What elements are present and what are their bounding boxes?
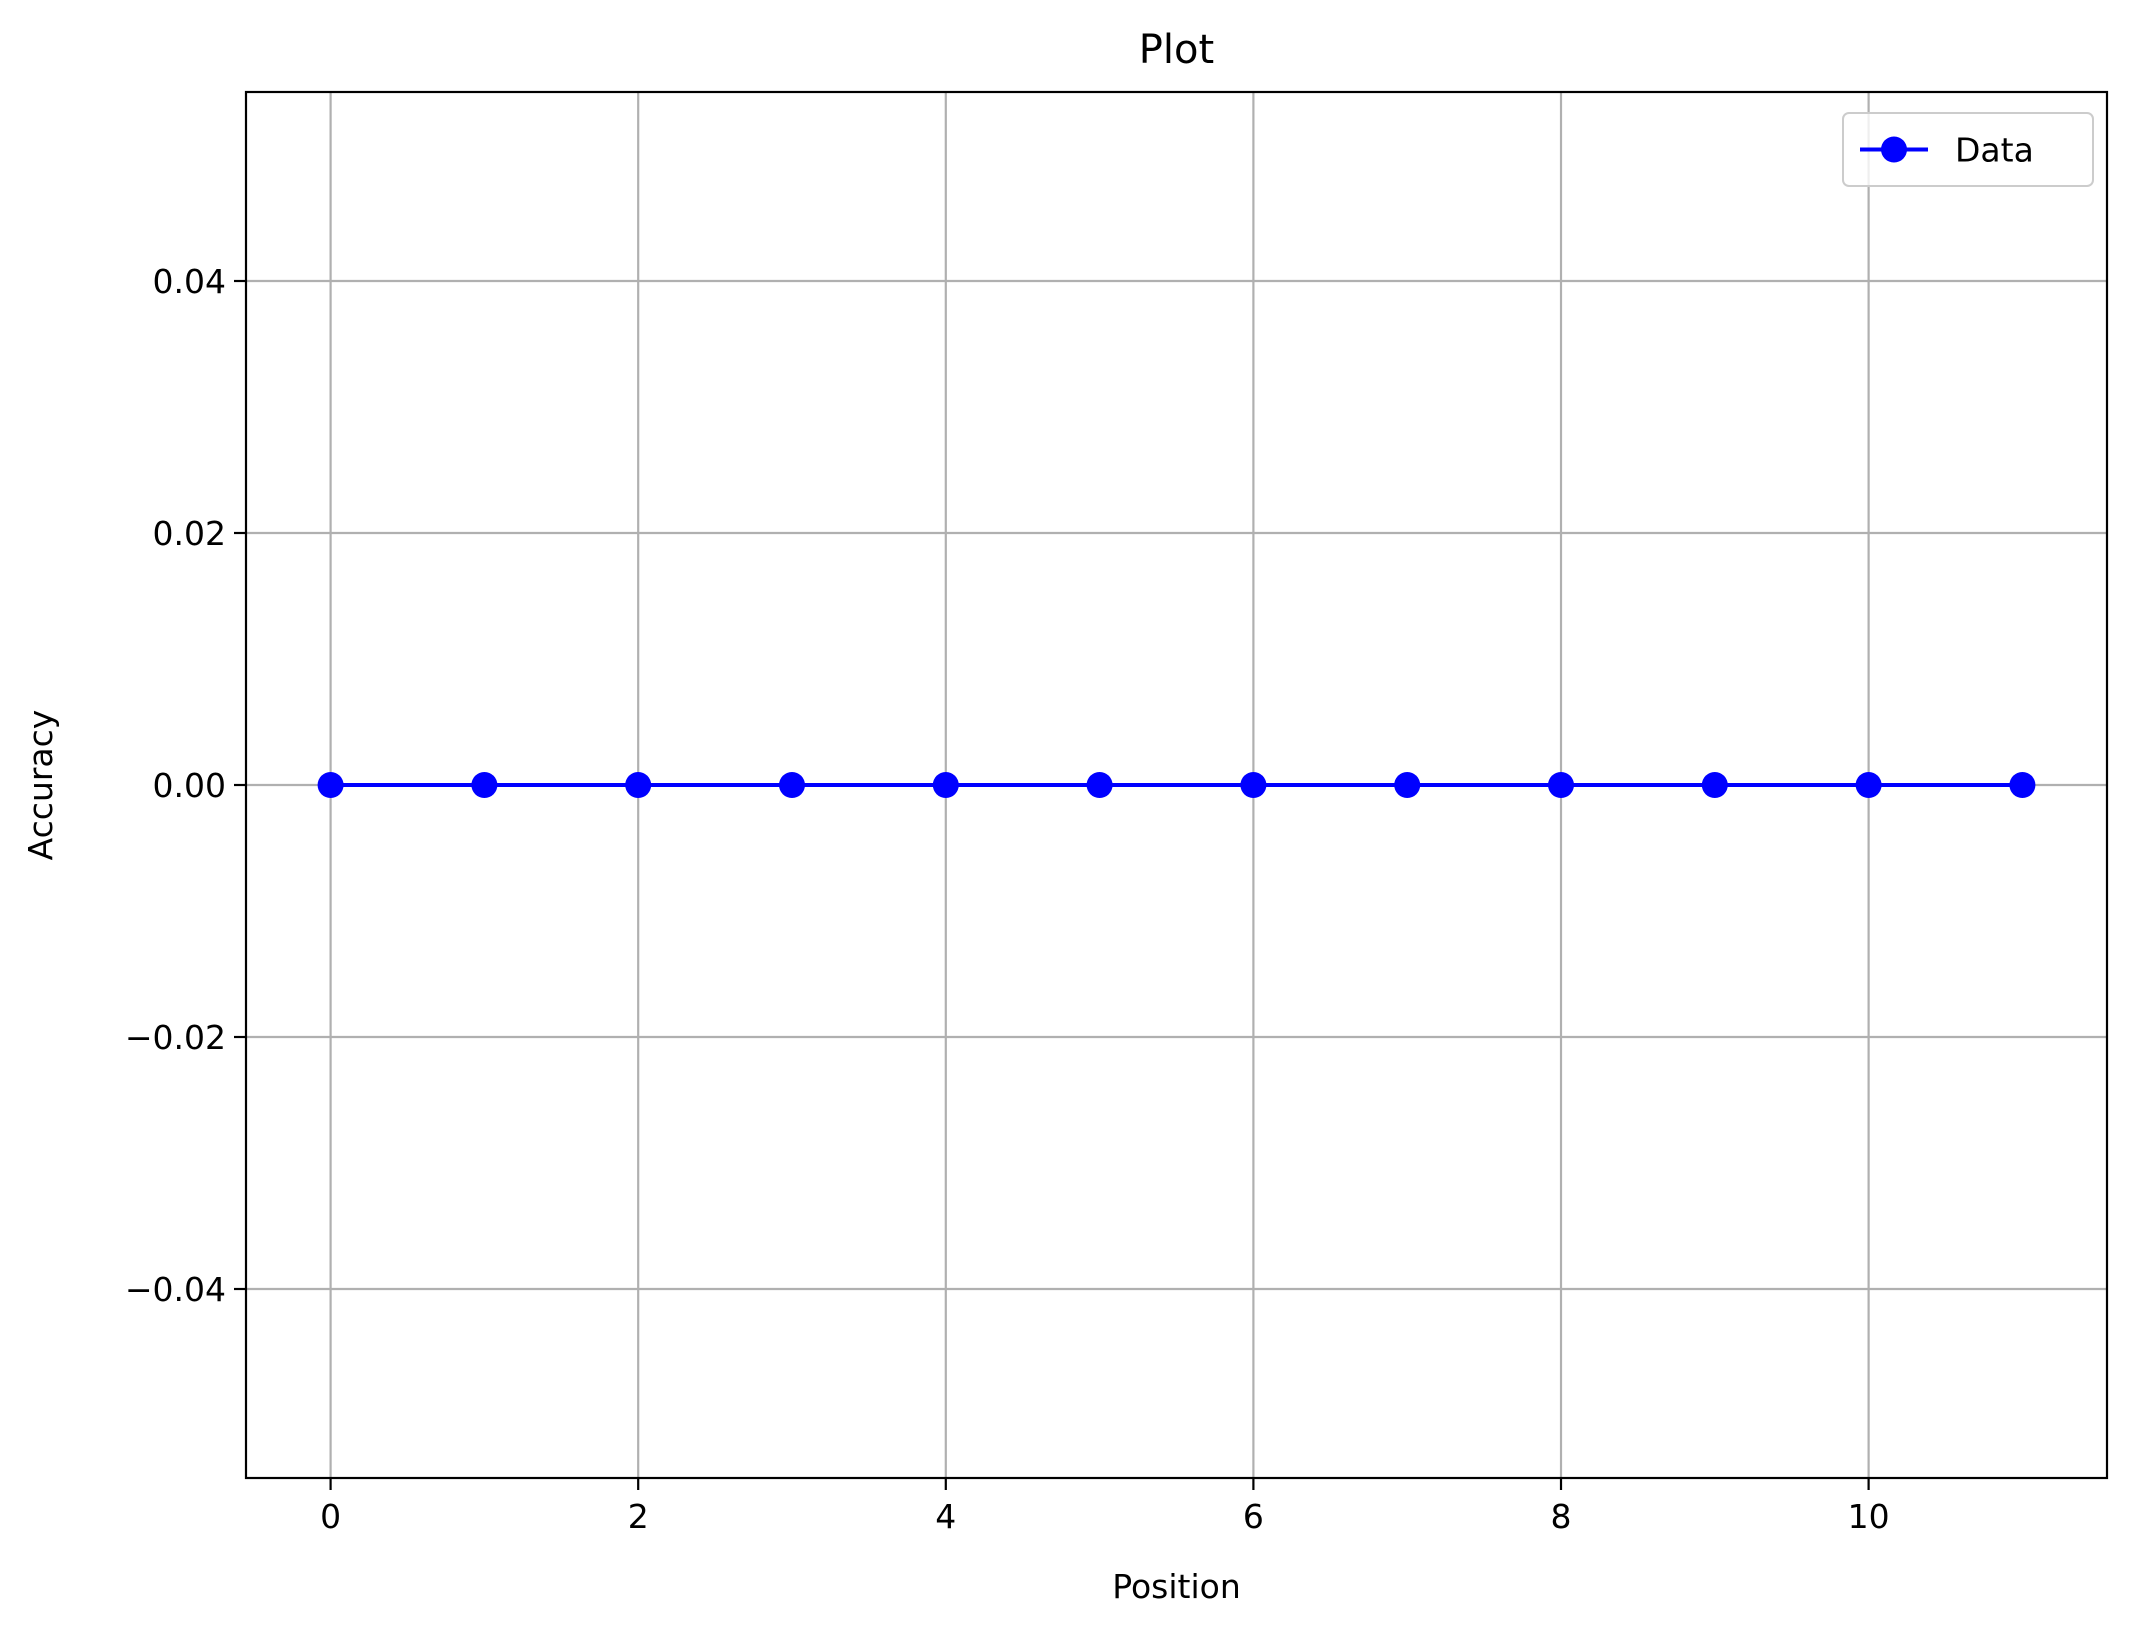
legend: Data bbox=[1842, 112, 2094, 187]
legend-box bbox=[1842, 112, 2094, 187]
y-tick-label: 0.00 bbox=[153, 766, 226, 805]
data-point bbox=[1086, 772, 1113, 798]
y-tick-label: 0.04 bbox=[153, 262, 226, 301]
data-point bbox=[1701, 772, 1728, 798]
data-point bbox=[625, 772, 652, 798]
x-tick-label: 0 bbox=[320, 1497, 341, 1536]
data-point bbox=[2009, 772, 2036, 798]
legend-marker bbox=[1881, 136, 1907, 163]
x-tick-label: 2 bbox=[628, 1497, 649, 1536]
axis-ticks: 0 2 4 6 8 10 −0.04 −0.02 0.00 0.02 0.04 bbox=[125, 262, 1890, 1536]
series-layer bbox=[317, 772, 2036, 798]
data-point bbox=[778, 772, 805, 798]
chart-title: Plot bbox=[1139, 27, 1214, 73]
data-point bbox=[1855, 772, 1882, 798]
y-tick-label: −0.02 bbox=[125, 1018, 226, 1057]
x-tick-label: 4 bbox=[935, 1497, 956, 1536]
x-tick-label: 6 bbox=[1243, 1497, 1264, 1536]
y-tick-label: −0.04 bbox=[125, 1270, 226, 1309]
data-point bbox=[317, 772, 344, 798]
x-tick-label: 8 bbox=[1551, 1497, 1572, 1536]
data-point bbox=[471, 772, 498, 798]
data-point bbox=[932, 772, 959, 798]
y-tick-label: 0.02 bbox=[153, 514, 226, 553]
data-point bbox=[1394, 772, 1421, 798]
x-tick-label: 10 bbox=[1848, 1497, 1890, 1536]
legend-label: Data bbox=[1955, 131, 2034, 170]
x-axis-label: Position bbox=[1112, 1567, 1241, 1606]
data-point bbox=[1240, 772, 1267, 798]
y-axis-label: Accuracy bbox=[21, 710, 60, 861]
data-point bbox=[1548, 772, 1575, 798]
